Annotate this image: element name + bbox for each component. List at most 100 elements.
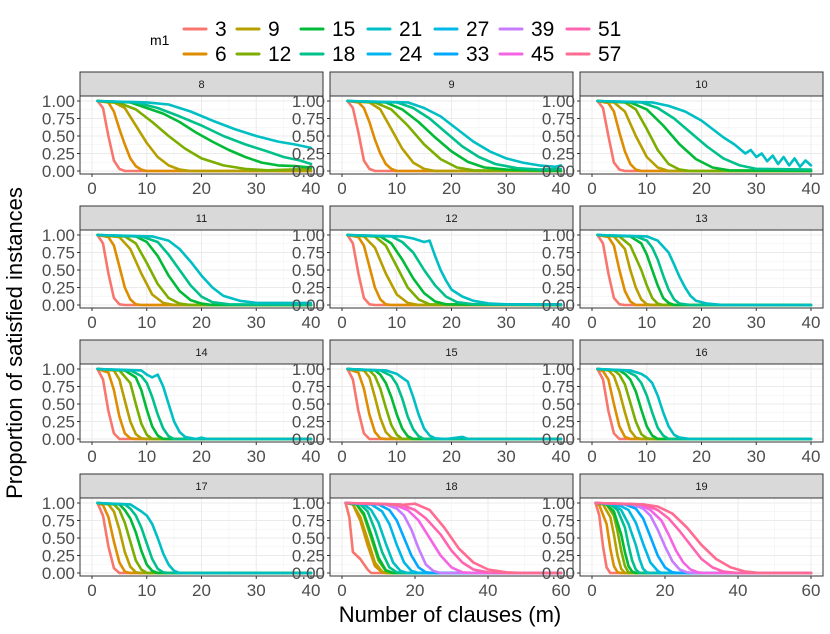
facet-panel: 170.000.250.500.751.000 10 20 30 40 [42,473,324,600]
x-tick-label: 0 [87,179,96,198]
facet-label: 17 [195,481,207,493]
y-tick-label: 1.00 [42,226,75,245]
y-tick-label: 0.00 [42,296,75,315]
y-tick-label: 0.25 [42,413,75,432]
x-tick-label: 30 [497,313,516,332]
legend-entry: 27 [433,18,489,41]
x-tick-label: 10 [637,313,656,332]
series-line-m1-12 [96,233,313,307]
series-line-m1-51 [594,501,813,575]
series-line-m1-12 [346,99,563,173]
y-tick-label: 0.25 [542,547,575,566]
y-tick-label: 0.00 [42,162,75,181]
y-tick-label: 1.00 [292,226,325,245]
y-tick-label: 1.00 [42,494,75,513]
series-line-m1-6 [596,233,813,307]
facet-strip [579,473,824,499]
series-line-m1-15 [96,367,313,441]
series-line-m1-18 [594,501,813,575]
x-tick-label: 10 [137,581,156,600]
facet-label: 12 [445,213,457,225]
facet-panels: 80.000.250.500.751.000 10 20 30 4090.000.250… [42,71,824,600]
series-line-m1-12 [96,367,313,441]
x-tick-label: 20 [692,313,711,332]
facet-label: 10 [695,79,707,91]
series-line-m1-21 [596,99,813,169]
facet-label: 14 [195,347,207,359]
y-tick-label: 0.00 [292,564,325,583]
x-tick-label: 30 [247,313,266,332]
facet-panel: 19 0.000.250.500.751.00 0 20 40 60 [542,473,824,600]
y-tick-label: 0.00 [542,162,575,181]
y-tick-label: 0.50 [42,127,75,146]
x-tick-label: 30 [497,179,516,198]
series-line-m1-6 [96,99,313,173]
y-tick-label: 0.50 [542,395,575,414]
y-tick-label: 0.75 [42,378,75,397]
x-tick-label: 20 [656,581,675,600]
series-line-m1-3 [346,233,563,307]
y-tick-label: 0.75 [292,244,325,263]
x-tick-label: 40 [302,581,321,600]
y-tick-label: 0.00 [292,296,325,315]
series-line-m1-21 [96,99,313,150]
y-tick-label: 0.50 [42,261,75,280]
series-line-m1-21 [596,233,813,307]
x-tick-label: 60 [802,581,821,600]
legend-entry: 3 [182,18,227,41]
y-tick-label: 0.50 [292,261,325,280]
x-tick-label: 0 [337,313,346,332]
series-line-m1-15 [346,99,563,173]
facet-panel: 140.000.250.500.751.000 10 20 30 40 [42,339,324,466]
series-line-m1-6 [594,501,813,575]
x-tick-label: 10 [387,313,406,332]
y-tick-label: 0.75 [292,512,325,531]
series-line-m1-12 [596,367,813,441]
series-line-m1-21 [96,367,313,441]
legend-label: 57 [598,43,621,66]
legend-entry: 9 [235,18,280,41]
x-tick-label: 20 [442,313,461,332]
facet-strip [579,71,824,97]
facet-panel: 150.000.250.500.751.000 10 20 30 40 [292,339,574,466]
y-tick-label: 0.75 [542,244,575,263]
facet-label: 13 [695,213,707,225]
y-tick-label: 0.75 [42,110,75,129]
x-tick-label: 0 [337,179,346,198]
x-tick-label: 20 [692,447,711,466]
y-tick-label: 0.75 [42,244,75,263]
series-line-m1-6 [346,99,563,173]
facet-panel: 13 0.000.250.500.751.00 0 10 20 30 40 [542,205,824,332]
legend-label: 6 [215,43,227,66]
x-tick-label: 40 [729,581,748,600]
x-tick-label: 40 [802,313,821,332]
x-tick-label: 0 [87,447,96,466]
x-tick-label: 30 [497,447,516,466]
series-line-m1-21 [96,233,313,305]
x-tick-label: 0 [587,313,596,332]
series-line-m1-27 [344,501,563,575]
series-line-m1-12 [346,367,563,441]
legend-entry: 21 [366,18,422,41]
legend-entry: 15 [299,18,355,41]
series-line-m1-6 [96,367,313,441]
series-line-m1-6 [96,501,313,575]
x-tick-label: 20 [192,313,211,332]
facet-panel: 10 0.000.250.500.751.00 0 10 20 30 40 [542,71,824,198]
y-tick-label: 0.00 [542,564,575,583]
facet-panel: 16 0.000.250.500.751.00 0 10 20 30 40 [542,339,824,466]
y-tick-label: 1.00 [42,360,75,379]
x-tick-label: 30 [747,447,766,466]
series-line-m1-18 [596,233,813,307]
series-line-m1-45 [594,501,813,575]
x-tick-label: 0 [587,179,596,198]
series-line-m1-21 [594,501,813,575]
y-tick-label: 0.50 [42,529,75,548]
x-tick-label: 40 [552,447,571,466]
y-tick-label: 0.00 [42,564,75,583]
y-tick-label: 0.50 [542,127,575,146]
series-line-m1-15 [594,501,813,575]
legend-label: 45 [531,43,554,66]
series-line-m1-3 [596,233,813,307]
